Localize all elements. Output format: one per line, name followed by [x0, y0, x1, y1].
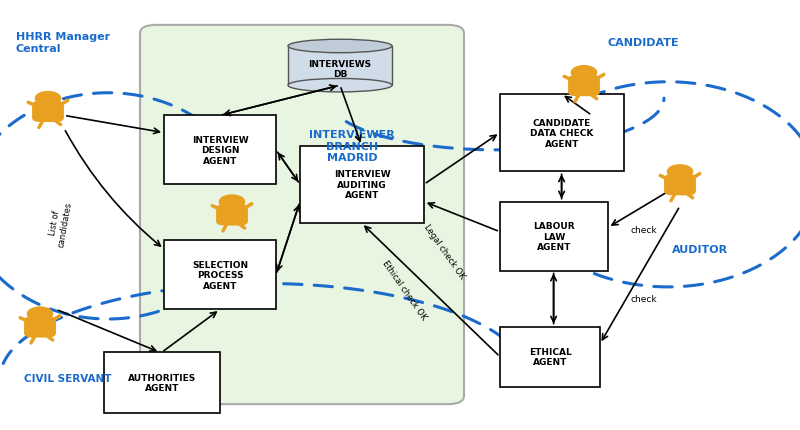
Circle shape — [35, 92, 61, 106]
Text: check: check — [630, 295, 657, 303]
Text: CANDIDATE
DATA CHECK
AGENT: CANDIDATE DATA CHECK AGENT — [530, 118, 594, 148]
Text: INTERVIEW
DESIGN
AGENT: INTERVIEW DESIGN AGENT — [192, 135, 248, 166]
Circle shape — [667, 166, 693, 179]
Text: ETHICAL
AGENT: ETHICAL AGENT — [529, 347, 571, 367]
Text: INTERVIEWS
DB: INTERVIEWS DB — [309, 59, 371, 79]
Ellipse shape — [288, 79, 392, 93]
Text: INTERVIEW
AUDITING
AGENT: INTERVIEW AUDITING AGENT — [334, 170, 390, 200]
Text: check: check — [630, 226, 657, 234]
FancyBboxPatch shape — [664, 175, 696, 196]
FancyBboxPatch shape — [500, 327, 600, 387]
FancyBboxPatch shape — [24, 316, 56, 338]
FancyBboxPatch shape — [104, 353, 220, 413]
Text: List of
candidates: List of candidates — [46, 199, 74, 248]
FancyBboxPatch shape — [164, 116, 276, 185]
Circle shape — [27, 307, 53, 321]
Circle shape — [219, 196, 245, 209]
Ellipse shape — [288, 40, 392, 54]
Circle shape — [571, 67, 597, 80]
FancyBboxPatch shape — [140, 26, 464, 404]
Text: CIVIL SERVANT: CIVIL SERVANT — [24, 373, 111, 384]
FancyBboxPatch shape — [568, 76, 600, 97]
Text: CANDIDATE: CANDIDATE — [608, 38, 680, 48]
FancyBboxPatch shape — [32, 101, 64, 123]
Polygon shape — [288, 47, 392, 86]
FancyBboxPatch shape — [164, 241, 276, 310]
Text: Legal check OK: Legal check OK — [422, 222, 466, 281]
Text: AUTHORITIES
AGENT: AUTHORITIES AGENT — [128, 373, 196, 393]
FancyBboxPatch shape — [500, 95, 624, 172]
FancyBboxPatch shape — [300, 146, 424, 224]
FancyBboxPatch shape — [500, 202, 608, 271]
Text: SELECTION
PROCESS
AGENT: SELECTION PROCESS AGENT — [192, 260, 248, 290]
Text: Ethical check OK: Ethical check OK — [380, 259, 428, 322]
Text: HHRR Manager
Central: HHRR Manager Central — [16, 32, 110, 54]
Text: INTERVIEWER
BRANCH
MADRID: INTERVIEWER BRANCH MADRID — [309, 129, 395, 163]
Text: AUDITOR: AUDITOR — [672, 244, 728, 255]
FancyBboxPatch shape — [216, 205, 248, 226]
Text: LABOUR
LAW
AGENT: LABOUR LAW AGENT — [533, 221, 575, 252]
